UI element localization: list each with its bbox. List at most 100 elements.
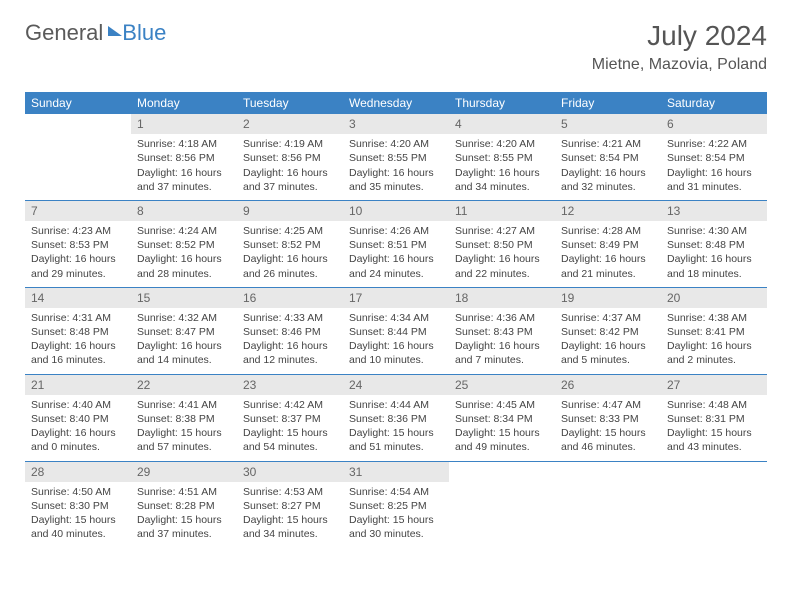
day-number-bar: 20	[661, 288, 767, 308]
cell-body: Sunrise: 4:48 AMSunset: 8:31 PMDaylight:…	[661, 395, 767, 461]
sunrise-text: Sunrise: 4:38 AM	[667, 311, 761, 325]
daylight-text: Daylight: 16 hours and 34 minutes.	[455, 166, 549, 194]
sunset-text: Sunset: 8:41 PM	[667, 325, 761, 339]
day-number-bar: 3	[343, 114, 449, 134]
day-number-bar: 8	[131, 201, 237, 221]
sunset-text: Sunset: 8:51 PM	[349, 238, 443, 252]
calendar-cell: 13Sunrise: 4:30 AMSunset: 8:48 PMDayligh…	[661, 200, 767, 287]
weekday-header: Tuesday	[237, 92, 343, 114]
calendar-cell: 27Sunrise: 4:48 AMSunset: 8:31 PMDayligh…	[661, 374, 767, 461]
sunrise-text: Sunrise: 4:31 AM	[31, 311, 125, 325]
day-number-bar: 6	[661, 114, 767, 134]
daylight-text: Daylight: 16 hours and 0 minutes.	[31, 426, 125, 454]
cell-body: Sunrise: 4:33 AMSunset: 8:46 PMDaylight:…	[237, 308, 343, 374]
daylight-text: Daylight: 15 hours and 40 minutes.	[31, 513, 125, 541]
sunset-text: Sunset: 8:34 PM	[455, 412, 549, 426]
day-number-bar: 15	[131, 288, 237, 308]
cell-body: Sunrise: 4:23 AMSunset: 8:53 PMDaylight:…	[25, 221, 131, 287]
day-number-bar: 14	[25, 288, 131, 308]
weekday-header: Thursday	[449, 92, 555, 114]
calendar-cell: 2Sunrise: 4:19 AMSunset: 8:56 PMDaylight…	[237, 114, 343, 200]
cell-body: Sunrise: 4:19 AMSunset: 8:56 PMDaylight:…	[237, 134, 343, 200]
daylight-text: Daylight: 15 hours and 37 minutes.	[137, 513, 231, 541]
month-title: July 2024	[592, 20, 767, 52]
calendar-cell: 30Sunrise: 4:53 AMSunset: 8:27 PMDayligh…	[237, 461, 343, 547]
daylight-text: Daylight: 15 hours and 57 minutes.	[137, 426, 231, 454]
calendar-cell: 14Sunrise: 4:31 AMSunset: 8:48 PMDayligh…	[25, 287, 131, 374]
daylight-text: Daylight: 16 hours and 29 minutes.	[31, 252, 125, 280]
day-number-bar: 29	[131, 462, 237, 482]
daylight-text: Daylight: 15 hours and 43 minutes.	[667, 426, 761, 454]
day-number-bar: 26	[555, 375, 661, 395]
daylight-text: Daylight: 16 hours and 5 minutes.	[561, 339, 655, 367]
weekday-header: Saturday	[661, 92, 767, 114]
daylight-text: Daylight: 16 hours and 10 minutes.	[349, 339, 443, 367]
daylight-text: Daylight: 16 hours and 16 minutes.	[31, 339, 125, 367]
calendar-cell: 22Sunrise: 4:41 AMSunset: 8:38 PMDayligh…	[131, 374, 237, 461]
sunset-text: Sunset: 8:54 PM	[667, 151, 761, 165]
sunset-text: Sunset: 8:47 PM	[137, 325, 231, 339]
sunset-text: Sunset: 8:40 PM	[31, 412, 125, 426]
calendar-cell	[555, 461, 661, 547]
cell-body: Sunrise: 4:20 AMSunset: 8:55 PMDaylight:…	[343, 134, 449, 200]
cell-body: Sunrise: 4:30 AMSunset: 8:48 PMDaylight:…	[661, 221, 767, 287]
sunset-text: Sunset: 8:43 PM	[455, 325, 549, 339]
sunset-text: Sunset: 8:55 PM	[349, 151, 443, 165]
calendar-cell: 28Sunrise: 4:50 AMSunset: 8:30 PMDayligh…	[25, 461, 131, 547]
day-number-bar: 2	[237, 114, 343, 134]
sunrise-text: Sunrise: 4:19 AM	[243, 137, 337, 151]
calendar-body: 1Sunrise: 4:18 AMSunset: 8:56 PMDaylight…	[25, 114, 767, 547]
weekday-header: Sunday	[25, 92, 131, 114]
sunset-text: Sunset: 8:48 PM	[31, 325, 125, 339]
logo-text-blue: Blue	[122, 20, 166, 46]
calendar-cell: 1Sunrise: 4:18 AMSunset: 8:56 PMDaylight…	[131, 114, 237, 200]
calendar-cell: 23Sunrise: 4:42 AMSunset: 8:37 PMDayligh…	[237, 374, 343, 461]
day-number-bar: 7	[25, 201, 131, 221]
cell-body: Sunrise: 4:20 AMSunset: 8:55 PMDaylight:…	[449, 134, 555, 200]
calendar-cell: 6Sunrise: 4:22 AMSunset: 8:54 PMDaylight…	[661, 114, 767, 200]
sunrise-text: Sunrise: 4:48 AM	[667, 398, 761, 412]
sunrise-text: Sunrise: 4:40 AM	[31, 398, 125, 412]
day-number-bar: 18	[449, 288, 555, 308]
sunset-text: Sunset: 8:46 PM	[243, 325, 337, 339]
daylight-text: Daylight: 15 hours and 51 minutes.	[349, 426, 443, 454]
daylight-text: Daylight: 15 hours and 34 minutes.	[243, 513, 337, 541]
calendar-week-row: 1Sunrise: 4:18 AMSunset: 8:56 PMDaylight…	[25, 114, 767, 200]
day-number-bar: 10	[343, 201, 449, 221]
calendar-cell: 12Sunrise: 4:28 AMSunset: 8:49 PMDayligh…	[555, 200, 661, 287]
sunrise-text: Sunrise: 4:24 AM	[137, 224, 231, 238]
sunset-text: Sunset: 8:42 PM	[561, 325, 655, 339]
cell-body: Sunrise: 4:31 AMSunset: 8:48 PMDaylight:…	[25, 308, 131, 374]
calendar-week-row: 21Sunrise: 4:40 AMSunset: 8:40 PMDayligh…	[25, 374, 767, 461]
day-number-bar: 1	[131, 114, 237, 134]
cell-body: Sunrise: 4:38 AMSunset: 8:41 PMDaylight:…	[661, 308, 767, 374]
sunset-text: Sunset: 8:31 PM	[667, 412, 761, 426]
daylight-text: Daylight: 16 hours and 12 minutes.	[243, 339, 337, 367]
day-number-bar: 13	[661, 201, 767, 221]
sunset-text: Sunset: 8:36 PM	[349, 412, 443, 426]
day-number-bar: 30	[237, 462, 343, 482]
sunrise-text: Sunrise: 4:25 AM	[243, 224, 337, 238]
cell-body: Sunrise: 4:18 AMSunset: 8:56 PMDaylight:…	[131, 134, 237, 200]
daylight-text: Daylight: 16 hours and 28 minutes.	[137, 252, 231, 280]
sunset-text: Sunset: 8:30 PM	[31, 499, 125, 513]
cell-body: Sunrise: 4:54 AMSunset: 8:25 PMDaylight:…	[343, 482, 449, 548]
location-text: Mietne, Mazovia, Poland	[592, 56, 767, 74]
logo-triangle-icon	[108, 26, 122, 36]
day-number-bar: 22	[131, 375, 237, 395]
day-number-bar: 21	[25, 375, 131, 395]
day-number-bar: 9	[237, 201, 343, 221]
cell-body: Sunrise: 4:40 AMSunset: 8:40 PMDaylight:…	[25, 395, 131, 461]
sunset-text: Sunset: 8:52 PM	[243, 238, 337, 252]
daylight-text: Daylight: 16 hours and 35 minutes.	[349, 166, 443, 194]
sunrise-text: Sunrise: 4:53 AM	[243, 485, 337, 499]
calendar-cell: 7Sunrise: 4:23 AMSunset: 8:53 PMDaylight…	[25, 200, 131, 287]
daylight-text: Daylight: 15 hours and 46 minutes.	[561, 426, 655, 454]
cell-body: Sunrise: 4:50 AMSunset: 8:30 PMDaylight:…	[25, 482, 131, 548]
title-block: July 2024 Mietne, Mazovia, Poland	[592, 20, 767, 74]
sunrise-text: Sunrise: 4:50 AM	[31, 485, 125, 499]
sunrise-text: Sunrise: 4:51 AM	[137, 485, 231, 499]
cell-body: Sunrise: 4:26 AMSunset: 8:51 PMDaylight:…	[343, 221, 449, 287]
cell-body: Sunrise: 4:42 AMSunset: 8:37 PMDaylight:…	[237, 395, 343, 461]
calendar-cell: 16Sunrise: 4:33 AMSunset: 8:46 PMDayligh…	[237, 287, 343, 374]
